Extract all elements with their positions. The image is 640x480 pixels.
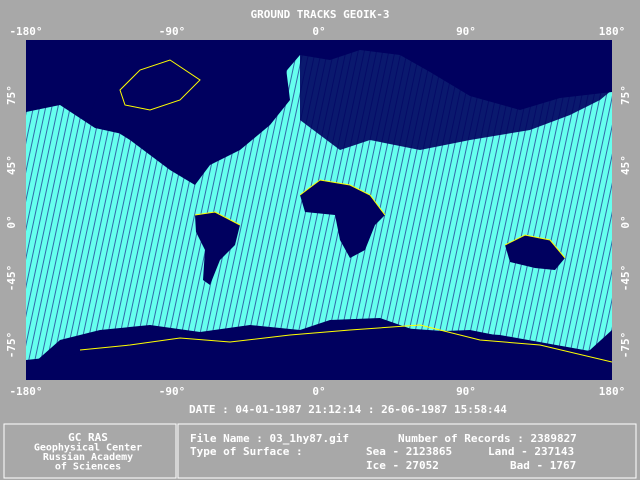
institution-line: of Sciences (55, 461, 121, 473)
right-axis-label: 75° (619, 85, 632, 105)
north-america (90, 45, 290, 185)
left-axis-label: 45° (5, 155, 18, 175)
europe-asia-north (300, 40, 612, 150)
top-axis-label: 180° (599, 25, 626, 38)
left-axis-label: 75° (5, 85, 18, 105)
file-info-land: Land - 237143 (488, 445, 574, 458)
right-axis-label: -75° (619, 332, 632, 359)
institution-line: Geophysical Center (34, 442, 142, 454)
title: GROUND TRACKS GEOIK-3 (250, 8, 389, 21)
file-info-ice: Ice - 27052 (366, 459, 439, 472)
institution-line: Russian Academy (43, 451, 133, 463)
top-axis-label: 90° (456, 25, 476, 38)
top-axis-label: -180° (9, 25, 42, 38)
right-axis-label: 45° (619, 155, 632, 175)
bottom-axis-label: -180° (9, 385, 42, 398)
file-info-sea: Sea - 2123865 (366, 445, 452, 458)
coastline (79, 59, 612, 363)
top-axis-label: 0° (312, 25, 325, 38)
top-axis-label: -90° (159, 25, 186, 38)
map (26, 40, 612, 380)
antarctica (26, 328, 612, 380)
institution-line: GC RAS (68, 431, 108, 444)
left-axis-label: -75° (5, 332, 18, 359)
file-info-surface: Type of Surface : (190, 445, 303, 458)
file-info-box (177, 423, 637, 479)
file-info-file-name: File Name : 03_1hy87.gif (190, 432, 349, 445)
right-axis-label: -45° (619, 265, 632, 292)
africa (300, 180, 385, 258)
bottom-axis-label: 0° (312, 385, 325, 398)
date-range: DATE : 04-01-1987 21:12:14 : 26-06-1987 … (189, 403, 507, 416)
file-info-bad: Bad - 1767 (510, 459, 576, 472)
left-axis-label: -45° (5, 265, 18, 292)
bottom-axis-label: -90° (159, 385, 186, 398)
left-axis-label: 0° (5, 215, 18, 228)
australia (505, 235, 565, 270)
bottom-axis-label: 180° (599, 385, 626, 398)
south-america (195, 212, 240, 285)
file-info-records: Number of Records : 2389827 (398, 432, 577, 445)
right-axis-label: 0° (619, 215, 632, 228)
bottom-axis-label: 90° (456, 385, 476, 398)
institution-box (3, 423, 177, 479)
